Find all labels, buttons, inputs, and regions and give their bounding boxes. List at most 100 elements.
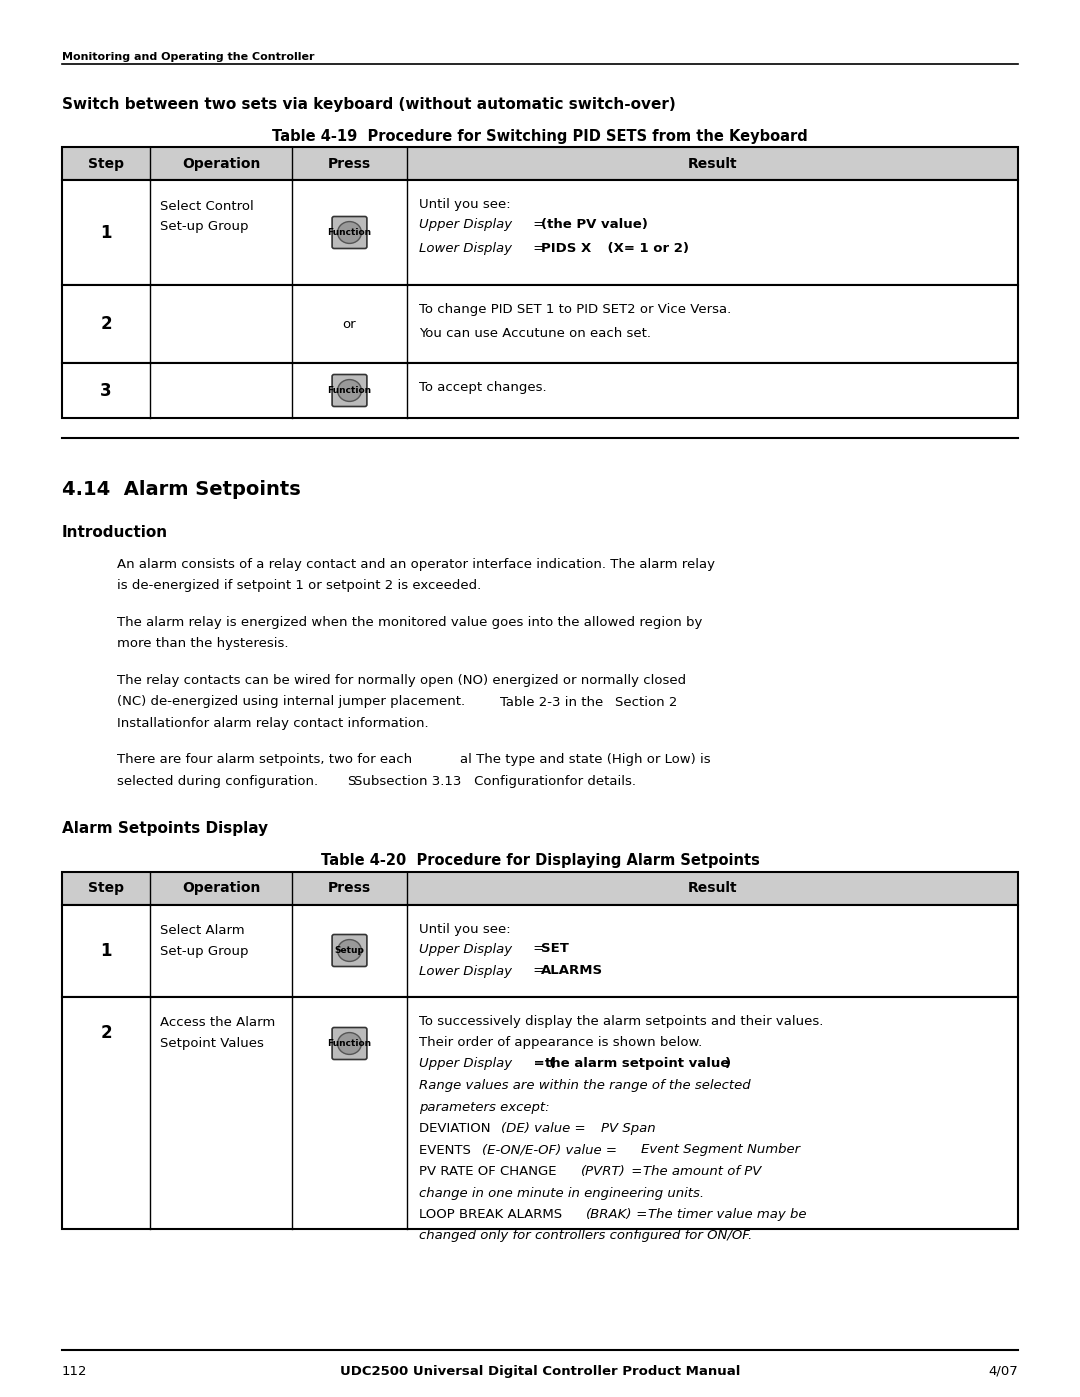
Bar bbox=[62, 285, 1018, 363]
Ellipse shape bbox=[338, 380, 362, 401]
Text: There are four alarm setpoints, two for each: There are four alarm setpoints, two for … bbox=[117, 753, 413, 767]
Text: is de-energized if setpoint 1 or setpoint 2 is exceeded.: is de-energized if setpoint 1 or setpoin… bbox=[117, 580, 482, 592]
Bar bbox=[62, 872, 1018, 904]
Text: Setpoint Values: Setpoint Values bbox=[160, 1037, 264, 1049]
Text: Result: Result bbox=[688, 882, 738, 895]
Text: Upper Display: Upper Display bbox=[419, 1058, 512, 1070]
Text: The amount of PV: The amount of PV bbox=[643, 1165, 761, 1178]
Bar bbox=[62, 147, 1018, 180]
Text: Switch between two sets via keyboard (without automatic switch-over): Switch between two sets via keyboard (wi… bbox=[62, 96, 676, 112]
FancyBboxPatch shape bbox=[333, 935, 367, 967]
Text: Set-up Group: Set-up Group bbox=[160, 944, 248, 957]
Text: The timer value may be: The timer value may be bbox=[648, 1208, 807, 1221]
Ellipse shape bbox=[338, 940, 362, 961]
Text: EVENTS: EVENTS bbox=[419, 1144, 475, 1157]
Text: =: = bbox=[529, 943, 549, 956]
Text: Lower Display: Lower Display bbox=[419, 242, 512, 256]
Text: Subsection 3.13   Configurationfor details.: Subsection 3.13 Configurationfor details… bbox=[354, 775, 636, 788]
Text: =: = bbox=[529, 218, 549, 231]
Text: Introduction: Introduction bbox=[62, 525, 168, 541]
Text: Table 4-20  Procedure for Displaying Alarm Setpoints: Table 4-20 Procedure for Displaying Alar… bbox=[321, 854, 759, 869]
Text: The relay contacts can be wired for normally open (NO) energized or normally clo: The relay contacts can be wired for norm… bbox=[117, 673, 686, 687]
FancyBboxPatch shape bbox=[333, 1028, 367, 1059]
Text: al The type and state (High or Low) is: al The type and state (High or Low) is bbox=[460, 753, 711, 767]
Text: =: = bbox=[529, 964, 549, 978]
Bar bbox=[62, 180, 1018, 285]
Text: Until you see:: Until you see: bbox=[419, 922, 511, 936]
Text: (E-ON/E-OF) value =: (E-ON/E-OF) value = bbox=[482, 1144, 621, 1157]
Text: SET: SET bbox=[541, 943, 569, 956]
Text: Operation: Operation bbox=[181, 156, 260, 170]
Text: Event Segment Number: Event Segment Number bbox=[642, 1144, 800, 1157]
Text: change in one minute in engineering units.: change in one minute in engineering unit… bbox=[419, 1186, 704, 1200]
Text: Set-up Group: Set-up Group bbox=[160, 219, 248, 233]
Text: PV RATE OF CHANGE: PV RATE OF CHANGE bbox=[419, 1165, 565, 1178]
Text: selected during configuration.: selected during configuration. bbox=[117, 775, 319, 788]
Text: ): ) bbox=[725, 1058, 731, 1070]
Text: (BRAK): (BRAK) bbox=[586, 1208, 633, 1221]
Ellipse shape bbox=[338, 222, 362, 243]
Text: =: = bbox=[529, 242, 549, 256]
Text: 112: 112 bbox=[62, 1365, 87, 1377]
Text: Alarm Setpoints Display: Alarm Setpoints Display bbox=[62, 821, 268, 837]
Text: parameters except:: parameters except: bbox=[419, 1101, 550, 1113]
Bar bbox=[62, 904, 1018, 996]
Ellipse shape bbox=[338, 1032, 362, 1055]
Text: Until you see:: Until you see: bbox=[419, 198, 511, 211]
Text: Setup: Setup bbox=[335, 946, 364, 956]
Text: = (: = ( bbox=[529, 1058, 555, 1070]
Text: Step: Step bbox=[87, 882, 124, 895]
Text: (X= 1 or 2): (X= 1 or 2) bbox=[589, 242, 689, 256]
Text: =: = bbox=[632, 1208, 651, 1221]
Text: PV Span: PV Span bbox=[600, 1122, 656, 1134]
Text: (DE) value =: (DE) value = bbox=[501, 1122, 590, 1134]
Text: An alarm consists of a relay contact and an operator interface indication. The a: An alarm consists of a relay contact and… bbox=[117, 557, 715, 571]
Text: or: or bbox=[342, 317, 356, 331]
Text: 1: 1 bbox=[100, 942, 111, 960]
Text: Upper Display: Upper Display bbox=[419, 218, 512, 231]
Text: The alarm relay is energized when the monitored value goes into the allowed regi: The alarm relay is energized when the mo… bbox=[117, 616, 702, 629]
Text: Their order of appearance is shown below.: Their order of appearance is shown below… bbox=[419, 1037, 702, 1049]
Text: To successively display the alarm setpoints and their values.: To successively display the alarm setpoi… bbox=[419, 1014, 823, 1028]
Text: Range values are within the range of the selected: Range values are within the range of the… bbox=[419, 1078, 751, 1092]
Text: Monitoring and Operating the Controller: Monitoring and Operating the Controller bbox=[62, 52, 314, 61]
Text: Upper Display: Upper Display bbox=[419, 943, 512, 956]
Text: (the PV value): (the PV value) bbox=[541, 218, 648, 231]
Text: Access the Alarm: Access the Alarm bbox=[160, 1017, 275, 1030]
Text: Operation: Operation bbox=[181, 882, 260, 895]
Text: 3: 3 bbox=[100, 381, 112, 400]
Text: ALARMS: ALARMS bbox=[541, 964, 603, 978]
Text: Installationfor alarm relay contact information.: Installationfor alarm relay contact info… bbox=[117, 717, 429, 731]
Text: (NC) de-energized using internal jumper placement.: (NC) de-energized using internal jumper … bbox=[117, 696, 465, 708]
Text: 1: 1 bbox=[100, 224, 111, 242]
Bar bbox=[62, 996, 1018, 1228]
Text: changed only for controllers configured for ON/OF.: changed only for controllers configured … bbox=[419, 1229, 753, 1242]
Bar bbox=[62, 363, 1018, 418]
Text: the alarm setpoint value: the alarm setpoint value bbox=[545, 1058, 729, 1070]
Text: Press: Press bbox=[328, 156, 372, 170]
Text: Press: Press bbox=[328, 882, 372, 895]
Text: 4/07: 4/07 bbox=[988, 1365, 1018, 1377]
Text: Step: Step bbox=[87, 156, 124, 170]
Text: 2: 2 bbox=[100, 1024, 112, 1042]
Text: more than the hysteresis.: more than the hysteresis. bbox=[117, 637, 288, 651]
Text: DEVIATION: DEVIATION bbox=[419, 1122, 495, 1134]
Text: 2: 2 bbox=[100, 314, 112, 332]
FancyBboxPatch shape bbox=[333, 217, 367, 249]
Text: PIDS X: PIDS X bbox=[541, 242, 591, 256]
Text: Table 4-19  Procedure for Switching PID SETS from the Keyboard: Table 4-19 Procedure for Switching PID S… bbox=[272, 129, 808, 144]
Text: Select Control: Select Control bbox=[160, 200, 254, 212]
Text: Function: Function bbox=[327, 386, 372, 395]
Text: Table 2-3 in the: Table 2-3 in the bbox=[500, 696, 604, 708]
Text: Function: Function bbox=[327, 1039, 372, 1048]
Text: UDC2500 Universal Digital Controller Product Manual: UDC2500 Universal Digital Controller Pro… bbox=[340, 1365, 740, 1377]
Text: Lower Display: Lower Display bbox=[419, 964, 512, 978]
Text: To change PID SET 1 to PID SET2 or Vice Versa.: To change PID SET 1 to PID SET2 or Vice … bbox=[419, 303, 731, 316]
Text: Select Alarm: Select Alarm bbox=[160, 925, 245, 937]
Text: S: S bbox=[347, 775, 355, 788]
FancyBboxPatch shape bbox=[333, 374, 367, 407]
Text: =: = bbox=[627, 1165, 647, 1178]
Text: Function: Function bbox=[327, 228, 372, 237]
Text: To accept changes.: To accept changes. bbox=[419, 381, 546, 394]
Text: (PVRT): (PVRT) bbox=[581, 1165, 625, 1178]
